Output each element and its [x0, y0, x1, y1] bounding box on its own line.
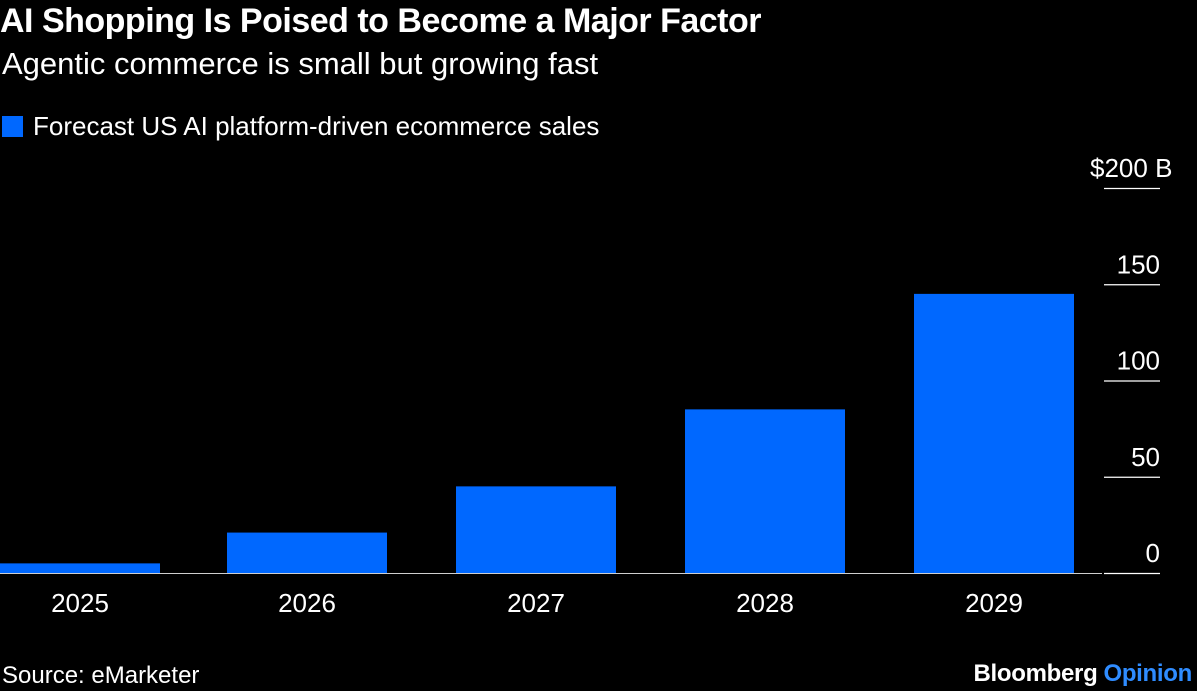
x-tick-label-2029: 2029	[965, 588, 1023, 618]
bar-2028	[685, 409, 845, 573]
legend: Forecast US AI platform-driven ecommerce…	[2, 110, 599, 142]
bar-2027	[456, 486, 616, 573]
x-tick-label-2026: 2026	[278, 588, 336, 618]
y-tick-label-0: 0	[1146, 538, 1160, 568]
legend-swatch	[2, 115, 23, 137]
x-tick-label-2025: 2025	[51, 588, 109, 618]
legend-label: Forecast US AI platform-driven ecommerce…	[33, 110, 600, 141]
chart-title: AI Shopping Is Poised to Become a Major …	[0, 2, 762, 40]
brand-secondary: Opinion	[1103, 660, 1192, 687]
y-tick-label-200: $200 B	[1090, 153, 1172, 183]
source-note: Source: eMarketer	[2, 662, 200, 689]
chart-subtitle: Agentic commerce is small but growing fa…	[2, 46, 599, 81]
x-tick-label-2027: 2027	[507, 588, 565, 618]
y-tick-label-50: 50	[1131, 442, 1160, 472]
y-tick-label-100: 100	[1117, 346, 1160, 376]
bar-2026	[227, 532, 387, 573]
bar-2025	[0, 563, 160, 573]
brand-primary: Bloomberg	[973, 660, 1098, 687]
x-tick-label-2028: 2028	[736, 588, 794, 618]
y-tick-label-150: 150	[1117, 249, 1160, 279]
brand-logo: Bloomberg Opinion	[973, 660, 1192, 688]
bar-2029	[914, 293, 1074, 573]
